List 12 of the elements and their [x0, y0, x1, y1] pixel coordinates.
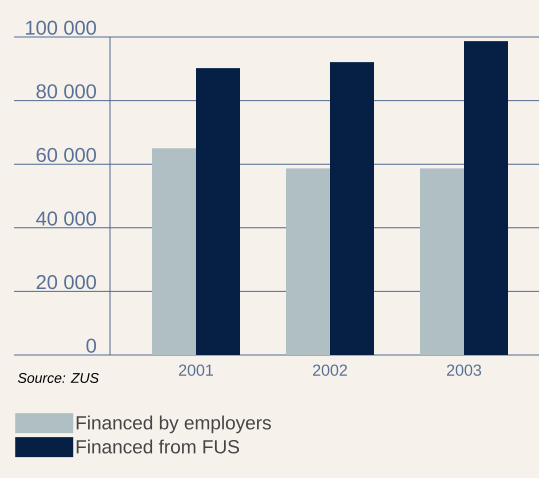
y-tick-label: 60 000	[36, 148, 96, 162]
y-tick-label: 40 000	[36, 211, 96, 226]
x-tick-label: 2002	[313, 364, 347, 376]
legend-label: Financed from FUS	[76, 440, 240, 454]
y-tick-label: 0	[86, 338, 96, 353]
x-tick-label: 2003	[447, 364, 482, 376]
x-tick-label: 2001	[179, 364, 213, 376]
source-note: Source: ZUS	[18, 373, 99, 383]
legend-label: Financed by employers	[76, 416, 271, 434]
y-tick-label: 20 000	[36, 275, 96, 290]
y-tick-label: 80 000	[36, 84, 96, 98]
y-tick-label: 100 000	[26, 20, 96, 35]
